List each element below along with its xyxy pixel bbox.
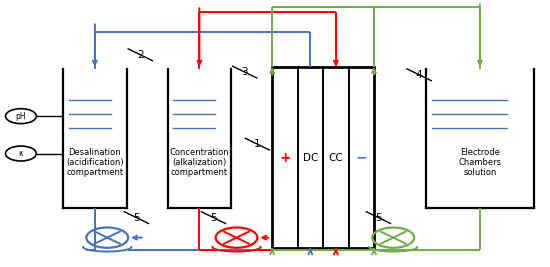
Text: 4: 4 bbox=[416, 70, 422, 80]
Text: 5: 5 bbox=[375, 213, 382, 223]
Bar bbox=[272, 67, 374, 248]
Text: pH: pH bbox=[15, 112, 26, 121]
Text: κ: κ bbox=[19, 149, 23, 158]
Text: Concentration
(alkalization)
compartment: Concentration (alkalization) compartment bbox=[169, 148, 229, 177]
Text: +: + bbox=[279, 151, 291, 164]
Text: Electrode
Chambers
solution: Electrode Chambers solution bbox=[458, 148, 502, 177]
Text: −: − bbox=[355, 151, 367, 164]
Text: 2: 2 bbox=[137, 50, 144, 60]
Text: DC: DC bbox=[302, 152, 318, 163]
Text: 5: 5 bbox=[133, 213, 140, 223]
Text: Desalination
(acidification)
compartment: Desalination (acidification) compartment bbox=[66, 148, 124, 177]
Text: 1: 1 bbox=[254, 139, 261, 149]
Text: 5: 5 bbox=[210, 213, 217, 223]
Text: 3: 3 bbox=[241, 67, 248, 77]
Text: CC: CC bbox=[328, 152, 343, 163]
